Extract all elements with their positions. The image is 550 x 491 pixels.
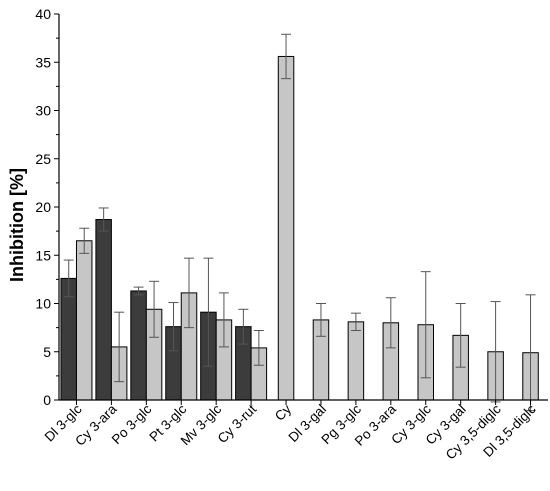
y-tick-label: 25 xyxy=(35,151,51,167)
error-bar xyxy=(350,312,361,332)
error-bar xyxy=(133,286,144,296)
error-bar xyxy=(525,294,536,412)
x-tick-label: Cy xyxy=(272,401,294,423)
error-bar xyxy=(114,311,125,383)
error-bar xyxy=(184,257,194,329)
error-bar xyxy=(149,280,160,338)
y-tick-label: 20 xyxy=(35,199,51,215)
y-tick-label: 40 xyxy=(35,6,51,22)
x-tick-label: Cy 3-rut xyxy=(215,401,260,446)
error-bar xyxy=(98,207,109,232)
error-bar xyxy=(238,308,249,345)
error-bar xyxy=(385,297,396,349)
bars-layer xyxy=(60,55,539,401)
bar-series-1 xyxy=(95,219,112,401)
error-bar xyxy=(79,227,90,254)
axes-layer xyxy=(54,13,548,405)
bar-series-2 xyxy=(347,321,365,401)
error-bar xyxy=(315,303,326,337)
error-bar xyxy=(253,330,264,366)
y-axis-title: Inhibition [%] xyxy=(7,168,27,282)
y-tick-labels: 0 5 10 15 20 25 30 35 40 xyxy=(35,6,51,408)
bar-series-1 xyxy=(130,290,147,401)
error-bar xyxy=(281,33,292,80)
error-bar xyxy=(168,302,179,352)
y-tick-label: 10 xyxy=(35,296,51,312)
bar-series-2 xyxy=(75,240,93,401)
error-bar xyxy=(203,257,214,367)
error-bar xyxy=(455,303,466,368)
error-bar xyxy=(420,271,431,379)
error-bar xyxy=(218,292,229,348)
x-tick-label: Po 3-glc xyxy=(109,401,155,447)
y-tick-label: 35 xyxy=(35,54,51,70)
y-tick-label: 0 xyxy=(43,392,51,408)
bar-series-2 xyxy=(277,55,295,401)
y-tick-label: 30 xyxy=(35,103,51,119)
error-bar xyxy=(63,259,74,298)
error-bars-layer xyxy=(63,33,536,412)
y-tick-label: 5 xyxy=(43,344,51,360)
y-tick-label: 15 xyxy=(35,247,51,263)
